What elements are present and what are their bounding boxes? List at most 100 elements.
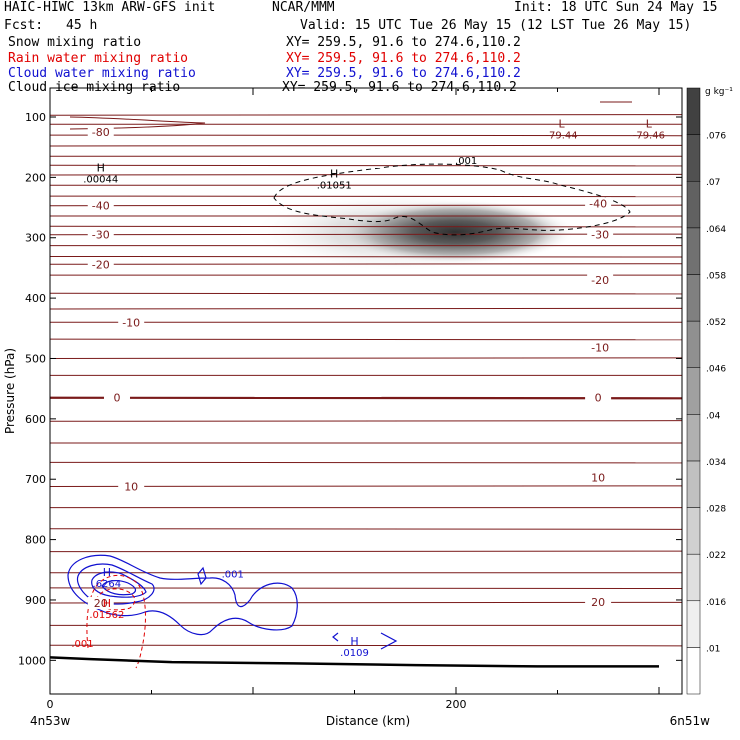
- colorbar-tick-label: .034: [706, 458, 726, 468]
- y-tick-label: 900: [25, 594, 46, 607]
- isotherm-line: [50, 164, 682, 167]
- colorbar-tick-label: .07: [706, 178, 720, 188]
- isotherm-line: [50, 173, 682, 176]
- y-tick-label: 400: [25, 292, 46, 305]
- y-tick-label: 200: [25, 171, 46, 184]
- isotherm-label-bg: [87, 228, 114, 241]
- colorbar-swatch: [686, 414, 701, 462]
- isotherm-label: -40: [92, 200, 110, 213]
- isotherm-line: [50, 550, 682, 553]
- colorbar-swatch: [686, 180, 701, 229]
- isotherm-line: [50, 255, 682, 258]
- isotherm-line: [50, 307, 682, 310]
- colorbar-unit: g kg⁻¹: [705, 87, 733, 97]
- isotherm-label: 10: [591, 471, 605, 484]
- isotherm-label-bg: [585, 595, 612, 608]
- isotherm-line: [50, 114, 682, 116]
- colorbar-swatch: [686, 600, 701, 648]
- colorbar-swatch: [686, 460, 701, 508]
- colorbar-swatch: [686, 647, 701, 695]
- y-tick-label: 100: [25, 111, 46, 124]
- colorbar-tick-label: .058: [706, 271, 726, 281]
- colorbar-tick-label: .016: [706, 598, 726, 608]
- field-cloudwater-xy: XY= 259.5, 91.6 to 274.6,110.2: [286, 66, 521, 81]
- isotherm-label: -10: [122, 316, 140, 329]
- isotherm-line: [50, 204, 682, 207]
- isotherm-label-bg: [587, 228, 614, 241]
- chart-labels: -80-40-30-20-1001020-40-30-20-1001020H.0…: [71, 117, 665, 659]
- isotherm-lines: [50, 101, 682, 647]
- x-tick-label: 0: [47, 698, 54, 711]
- header-fcst-label: Fcst:: [4, 18, 44, 33]
- isotherm-label-bg: [118, 316, 145, 329]
- isotherm-line: [50, 263, 682, 265]
- extremum-value: -79.44: [545, 130, 577, 141]
- y-tick-label: 600: [25, 413, 46, 426]
- isotherm-line: [50, 338, 682, 341]
- extremum-symbol: H: [330, 167, 338, 180]
- extremum-symbol: H: [103, 566, 111, 579]
- isotherm-label-bg: [587, 341, 614, 354]
- isotherm-label-bg: [87, 199, 114, 212]
- isotherm-line: [50, 233, 682, 236]
- isotherm-label: 20: [94, 597, 108, 610]
- isotherm-line: [50, 461, 682, 464]
- header-init: Init: 18 UTC Sun 24 May 15: [514, 0, 718, 15]
- isotherm-line: [50, 225, 682, 228]
- colorbar-tick-label: .076: [706, 132, 726, 142]
- y-tick-label: 800: [25, 534, 46, 547]
- field-snow-name: Snow mixing ratio: [8, 35, 142, 50]
- snow-shading-core: [335, 200, 575, 264]
- isotherm-line: [50, 420, 682, 422]
- colorbar-tick-label: .028: [706, 505, 726, 515]
- header-fcst-value: 45 h: [66, 18, 98, 33]
- isotherm-label: 0: [595, 392, 602, 405]
- header-left-title: HAIC-HIWC 13km ARW-GFS init: [4, 0, 216, 15]
- isotherm-label-bg: [103, 391, 130, 404]
- field-cloudwater-name: Cloud water mixing ratio: [8, 66, 196, 81]
- extremum-value: .6264: [93, 579, 122, 590]
- y-tick-label: 700: [25, 473, 46, 486]
- isotherm-line: [50, 134, 682, 137]
- isotherm-label: 20: [591, 596, 605, 609]
- isotherm-line: [50, 601, 682, 604]
- isotherm-line: [50, 357, 682, 359]
- colorbar-swatch: [686, 507, 701, 555]
- extremum-value: .00044: [83, 174, 118, 185]
- isotherm-label-bg: [87, 126, 114, 139]
- extremum-symbol: H: [97, 161, 105, 174]
- isotherm-label-bg: [587, 273, 614, 286]
- isotherm-label: 0: [113, 392, 120, 405]
- isotherm-label-bg: [87, 596, 114, 609]
- y-tick-label: 500: [25, 352, 46, 365]
- y-axis-title: Pressure (hPa): [3, 348, 17, 434]
- colorbar-swatch: [686, 367, 701, 415]
- field-rain-name: Rain water mixing ratio: [8, 51, 189, 66]
- colorbar: .01 .016 .022 .028 .034 .04 .046 .052 .058 .064 .0…: [686, 87, 726, 695]
- extremum-symbol: H: [103, 597, 111, 610]
- colorbar-tick-label: .01: [706, 644, 720, 654]
- isotherm-line: [50, 528, 682, 530]
- isotherm-line: [50, 644, 682, 647]
- colorbar-swatch: [686, 87, 701, 135]
- x-tick-label: 200: [446, 698, 467, 711]
- x-endpoint-left: 4n53w: [30, 714, 71, 728]
- isotherm-label-bg: [118, 480, 145, 493]
- isotherm-line: [50, 144, 682, 147]
- extremum-value: .01051: [317, 180, 352, 191]
- extremum-symbol: H: [350, 635, 358, 648]
- extremum-value: -79.46: [633, 130, 665, 141]
- contour-label: .001: [222, 570, 244, 581]
- y-tick-label: 1000: [18, 654, 46, 667]
- colorbar-swatch: [686, 553, 701, 602]
- isotherm-line: [50, 292, 682, 295]
- isotherm-label-bg: [87, 258, 114, 271]
- colorbar-tick-label: .064: [706, 225, 726, 235]
- isotherm-line: [50, 396, 682, 400]
- colorbar-swatch: [686, 227, 701, 275]
- colorbar-swatch: [686, 320, 701, 368]
- colorbar-tick-label: .052: [706, 318, 726, 328]
- colorbar-tick-label: .04: [706, 411, 721, 421]
- isotherm-label-bg: [585, 197, 612, 210]
